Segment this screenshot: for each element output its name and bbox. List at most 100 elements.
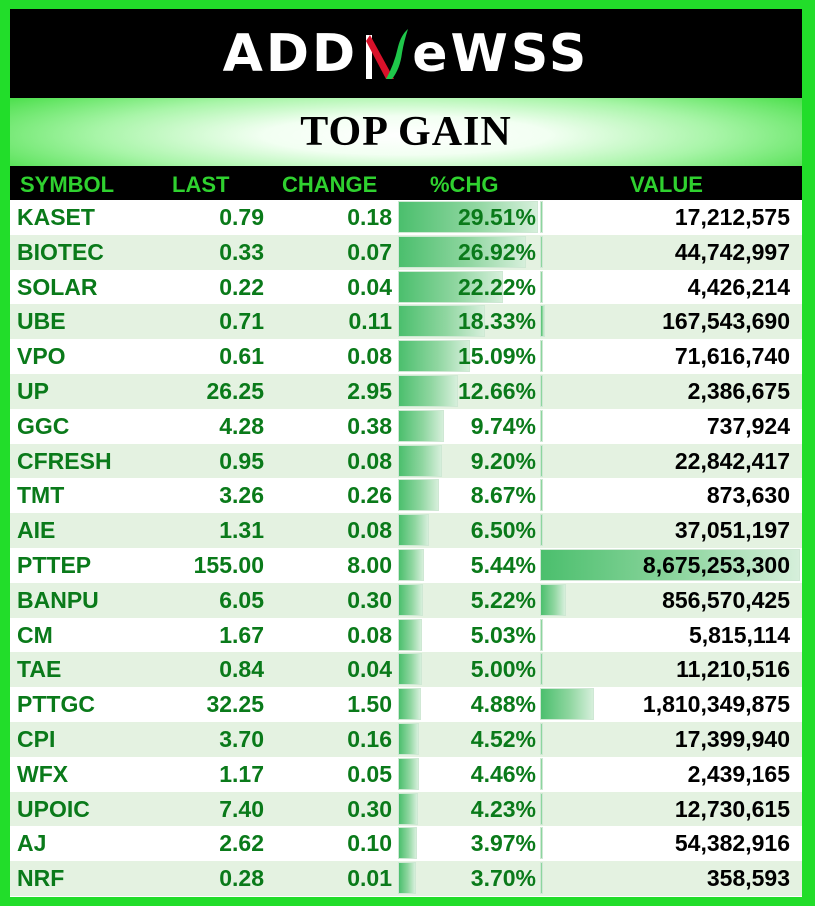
value-cell: 37,051,197	[674, 517, 790, 544]
title-band: TOP GAIN	[10, 98, 802, 166]
table-row: UP 26.25 2.95 12.66% 2,386,675	[10, 373, 802, 409]
value-bar	[540, 305, 546, 338]
change-cell: 0.30	[347, 586, 392, 613]
pct-change-cell: 29.51%	[457, 204, 536, 230]
table-row: KASET 0.79 0.18 29.51% 17,212,575	[10, 200, 802, 235]
change-cell: 0.08	[347, 621, 392, 648]
value-cell: 11,210,516	[676, 656, 790, 683]
pct-change-cell: 5.44%	[470, 551, 536, 578]
value-cell: 1,810,349,875	[642, 691, 790, 718]
last-cell: 32.25	[206, 691, 264, 718]
symbol-cell: TAE	[17, 656, 62, 683]
last-cell: 0.71	[219, 308, 264, 335]
symbol-cell: UPOIC	[17, 795, 90, 822]
pct-change-cell: 9.20%	[470, 447, 536, 474]
change-cell: 8.00	[347, 551, 392, 578]
symbol-cell: CFRESH	[17, 447, 112, 474]
brand-text-right: eWSS	[412, 23, 590, 84]
value-cell: 22,842,417	[674, 447, 790, 474]
table-row: AJ 2.62 0.10 3.97% 54,382,916	[10, 826, 802, 862]
pct-change-cell: 5.00%	[470, 656, 536, 683]
value-cell: 44,742,997	[674, 238, 790, 265]
symbol-cell: CPI	[17, 725, 56, 752]
value-cell: 358,593	[706, 865, 790, 892]
pct-change-bar	[398, 514, 429, 547]
pct-change-bar	[398, 409, 445, 442]
value-bar	[540, 548, 800, 581]
pct-change-cell: 9.74%	[470, 412, 536, 439]
symbol-cell: WFX	[17, 760, 69, 787]
pct-change-cell: 26.92%	[457, 238, 536, 265]
last-cell: 0.79	[219, 204, 264, 230]
value-cell: 2,439,165	[687, 760, 790, 787]
value-bar	[540, 374, 543, 407]
pct-change-cell: 15.09%	[457, 343, 536, 370]
value-cell: 71,616,740	[674, 343, 790, 370]
header-change: CHANGE	[282, 172, 378, 197]
pct-change-bar	[398, 583, 423, 616]
pct-change-cell: 3.97%	[470, 830, 536, 857]
value-cell: 167,543,690	[662, 308, 790, 335]
page-title: TOP GAIN	[300, 109, 512, 155]
last-cell: 0.28	[219, 865, 264, 892]
table-body: KASET 0.79 0.18 29.51% 17,212,575 BIOTEC 0.33 0…	[10, 200, 802, 896]
header-pct-change: %CHG	[430, 172, 499, 197]
pct-change-bar	[398, 305, 485, 338]
pct-change-cell: 8.67%	[470, 482, 536, 509]
pct-change-cell: 4.52%	[470, 725, 536, 752]
last-cell: 26.25	[206, 377, 264, 404]
value-cell: 17,399,940	[674, 725, 790, 752]
header-value: VALUE	[630, 172, 703, 197]
pct-change-bar	[398, 862, 416, 895]
last-cell: 1.67	[219, 621, 264, 648]
symbol-cell: CM	[17, 621, 53, 648]
symbol-cell: GGC	[17, 412, 70, 439]
pct-change-bar	[398, 270, 504, 303]
value-bar	[540, 479, 543, 512]
pct-change-bar	[398, 792, 419, 825]
pct-change-cell: 4.88%	[470, 691, 536, 718]
change-cell: 0.08	[347, 343, 392, 370]
table-row: PTTGC 32.25 1.50 4.88% 1,810,349,875	[10, 687, 802, 722]
change-cell: 0.01	[347, 865, 392, 892]
table-row: CPI 3.70 0.16 4.52% 17,399,940	[10, 721, 802, 757]
change-cell: 0.07	[347, 238, 392, 265]
change-cell: 0.16	[347, 725, 392, 752]
last-cell: 0.61	[219, 343, 264, 370]
value-cell: 8,675,253,300	[642, 551, 790, 578]
pct-change-bar	[398, 374, 459, 407]
value-bar	[540, 583, 566, 616]
top-gain-board: ADD eWSS TOP GAIN SYMBOL LAST CHANGE %CH…	[10, 9, 802, 897]
last-cell: 0.22	[219, 273, 264, 300]
pct-change-bar	[398, 548, 424, 581]
pct-change-cell: 4.46%	[470, 760, 536, 787]
pct-change-bar	[398, 688, 422, 721]
change-cell: 1.50	[347, 691, 392, 718]
value-bar	[540, 409, 543, 442]
last-cell: 1.17	[219, 760, 264, 787]
value-cell: 12,730,615	[674, 795, 790, 822]
value-cell: 17,212,575	[674, 204, 790, 230]
symbol-cell: UP	[17, 377, 49, 404]
table-row: CM 1.67 0.08 5.03% 5,815,114	[10, 617, 802, 653]
table-row: BANPU 6.05 0.30 5.22% 856,570,425	[10, 582, 802, 618]
value-cell: 54,382,916	[674, 830, 790, 857]
value-bar	[540, 618, 543, 651]
value-bar	[540, 340, 543, 373]
n-logo-icon	[366, 28, 409, 79]
change-cell: 0.18	[347, 204, 392, 230]
last-cell: 155.00	[193, 551, 264, 578]
change-cell: 0.30	[347, 795, 392, 822]
table-row: UBE 0.71 0.11 18.33% 167,543,690	[10, 304, 802, 340]
change-cell: 0.04	[347, 656, 392, 683]
last-cell: 6.05	[219, 586, 264, 613]
last-cell: 0.95	[219, 447, 264, 474]
value-bar	[540, 514, 543, 547]
value-bar	[540, 792, 543, 825]
table-row: VPO 0.61 0.08 15.09% 71,616,740	[10, 339, 802, 374]
pct-change-bar	[398, 479, 440, 512]
last-cell: 1.31	[219, 517, 264, 544]
change-cell: 0.08	[347, 517, 392, 544]
last-cell: 3.70	[219, 725, 264, 752]
pct-change-bar	[398, 201, 538, 233]
